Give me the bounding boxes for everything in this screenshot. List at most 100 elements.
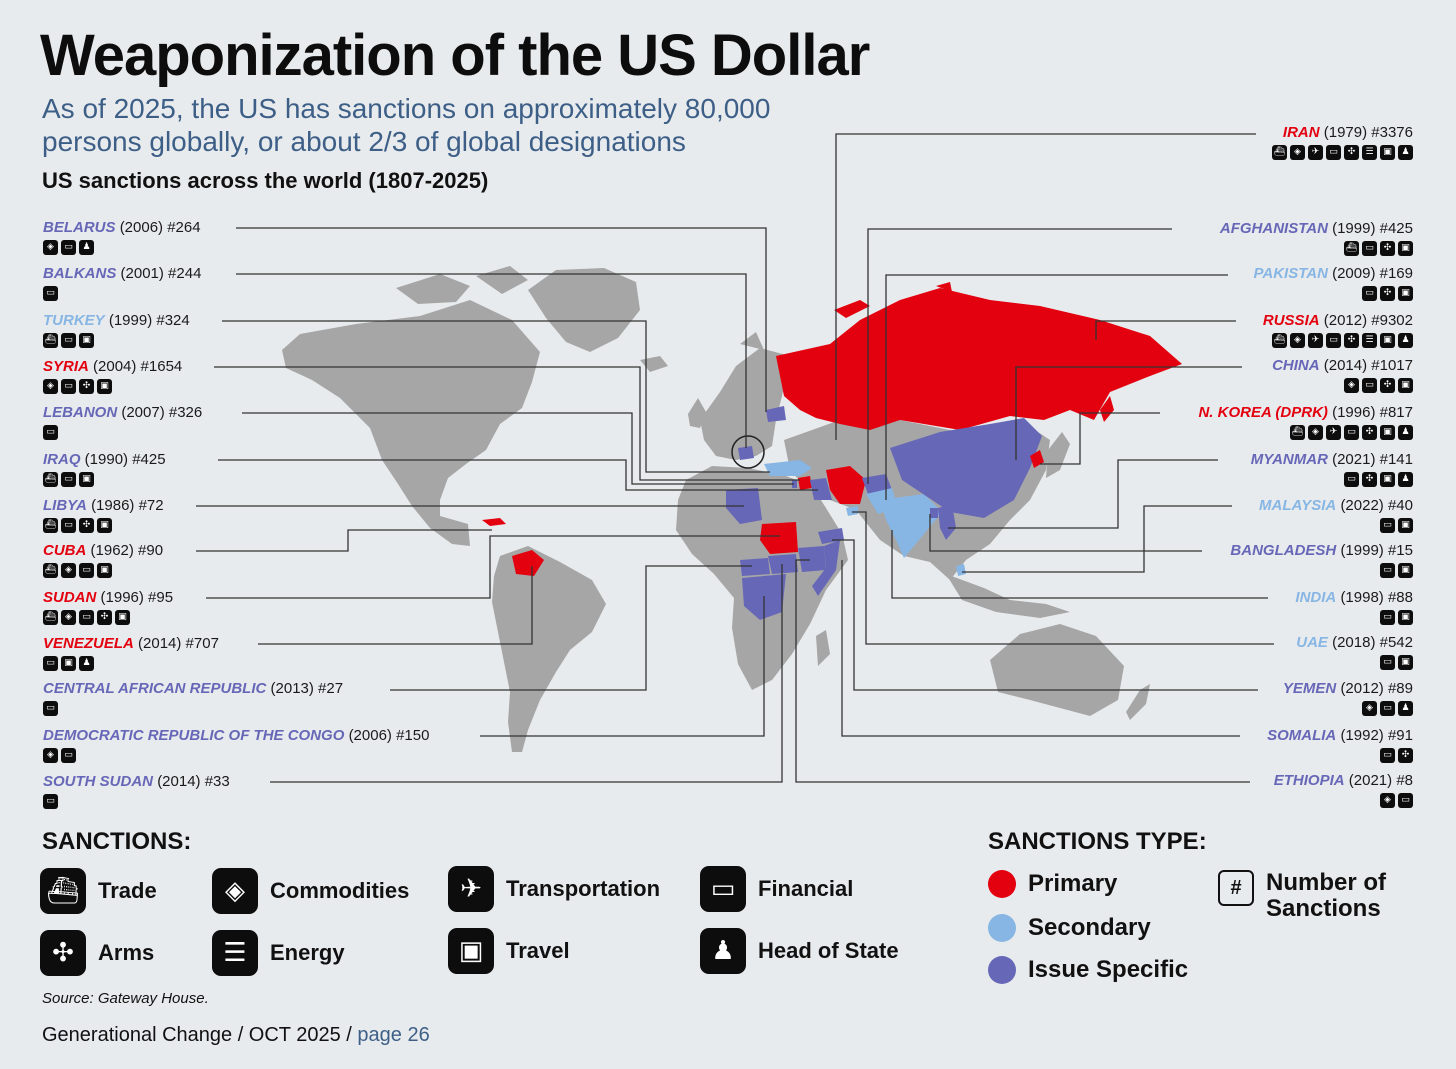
travel-icon: ▣: [79, 333, 94, 348]
country-entry: N. KOREA (DPRK) (1996) #817 ⛴ ◈ ✈ ▭ ✣ ▣ ♟: [973, 404, 1413, 440]
country-entry: CHINA (2014) #1017 ◈ ▭ ✣ ▣: [973, 357, 1413, 393]
travel-icon: ▣: [448, 928, 494, 974]
sudan-shape: [760, 522, 798, 554]
country-entry: BANGLADESH (1999) #15 ▭ ▣: [973, 542, 1413, 578]
country-entry: IRAN (1979) #3376 ⛴ ◈ ✈ ▭ ✣ ☰ ▣ ♟: [973, 124, 1413, 160]
head-of-state-icon: ♟: [79, 240, 94, 255]
commodities-icon: ◈: [1362, 701, 1377, 716]
sanction-count: #244: [168, 265, 202, 282]
legend-label: Energy: [270, 940, 345, 965]
leader-line-right-7: [962, 505, 1232, 573]
leader-line-left-7: [196, 529, 492, 552]
financial-icon: ▭: [1362, 241, 1377, 256]
financial-icon: ▭: [79, 563, 94, 578]
country-name: TURKEY: [43, 312, 105, 329]
travel-icon: ▣: [1398, 610, 1413, 625]
sanction-year: (2014): [138, 635, 182, 652]
sanction-icons: ◈ ▭: [43, 748, 483, 763]
financial-icon: ▭: [1380, 701, 1395, 716]
canadian-arctic: [396, 266, 528, 304]
country-name: BANGLADESH: [1230, 542, 1337, 559]
sanction-year: (1962): [90, 542, 134, 559]
legend-label: Commodities: [270, 878, 410, 903]
country-name: VENEZUELA: [43, 635, 134, 652]
sanction-year: (1990): [84, 451, 129, 468]
commodities-icon: ◈: [43, 379, 58, 394]
leader-line-left-8: [206, 535, 780, 599]
financial-icon: ▭: [79, 610, 94, 625]
energy-icon: ☰: [1362, 333, 1377, 348]
sanction-year: (1992): [1340, 727, 1384, 744]
leader-line-right-2: [885, 274, 1228, 500]
country-entry: PAKISTAN (2009) #169 ▭ ✣ ▣: [973, 265, 1413, 301]
sanction-count: #91: [1387, 727, 1413, 744]
financial-icon: ▭: [61, 518, 76, 533]
travel-icon: ▣: [1398, 241, 1413, 256]
sanction-icons: ⛴ ▭ ✣ ▣: [43, 518, 483, 533]
travel-icon: ▣: [1398, 655, 1413, 670]
trade-icon: ⛴: [43, 610, 58, 625]
source-note: Source: Gateway House.: [42, 990, 209, 1007]
sanction-icons: ◈ ▭ ✣ ▣: [43, 379, 483, 394]
type-item: Secondary: [988, 914, 1151, 942]
country-name: ETHIOPIA: [1273, 772, 1345, 789]
financial-icon: ▭: [43, 656, 58, 671]
arms-icon: ✣: [97, 610, 112, 625]
sanction-count: #707: [185, 635, 219, 652]
country-entry: SOMALIA (1992) #91 ▭ ✣: [973, 727, 1413, 763]
uae-shape: [846, 506, 858, 516]
travel-icon: ▣: [1380, 333, 1395, 348]
legend-item-arms: ✣ Arms: [40, 930, 154, 976]
section-heading: US sanctions across the world (1807-2025…: [42, 168, 489, 193]
sanction-year: (2021): [1348, 772, 1393, 789]
type-color-dot: [988, 956, 1016, 984]
country-name: MALAYSIA: [1259, 497, 1337, 514]
sanction-icons: ⛴ ◈ ✈ ▭ ✣ ▣ ♟: [973, 425, 1413, 440]
country-name: PAKISTAN: [1253, 265, 1328, 282]
commodities-icon: ◈: [1290, 145, 1305, 160]
myanmar-shape: [938, 504, 956, 540]
arms-icon: ✣: [40, 930, 86, 976]
sanction-year: (2014): [1323, 357, 1368, 374]
country-name: RUSSIA: [1262, 312, 1320, 329]
travel-icon: ▣: [1380, 425, 1395, 440]
russia-arctic-islands: [834, 282, 952, 318]
country-entry: VENEZUELA (2014) #707 ▭ ▣ ♟: [43, 635, 483, 671]
type-item: Issue Specific: [988, 956, 1188, 984]
sanctioned-countries: [482, 282, 1182, 620]
commodities-icon: ◈: [1290, 333, 1305, 348]
legend-label: Arms: [98, 940, 155, 965]
footer-page-number: page 26: [357, 1024, 430, 1046]
commodities-icon: ◈: [1380, 793, 1395, 808]
leader-line-right-4: [1015, 366, 1242, 460]
country-entry: ETHIOPIA (2021) #8 ◈ ▭: [973, 772, 1413, 808]
country-name: BALKANS: [43, 265, 117, 282]
syria-shape: [798, 476, 812, 490]
balkans-marker: [731, 435, 765, 469]
china-shape: [890, 418, 1042, 518]
sanction-icons: ▭ ✣ ▣: [973, 286, 1413, 301]
sanction-count: #3376: [1371, 124, 1413, 141]
sanction-icons: ▭ ▣: [973, 518, 1413, 533]
footer-publication: Generational Change / OCT 2025 /: [42, 1024, 358, 1046]
sanction-icons: ◈ ▭: [973, 793, 1413, 808]
type-label: Secondary: [1028, 914, 1151, 941]
country-entry: LIBYA (1986) #72 ⛴ ▭ ✣ ▣: [43, 497, 483, 533]
sanction-count: #542: [1379, 634, 1413, 651]
country-entry: RUSSIA (2012) #9302 ⛴ ◈ ✈ ▭ ✣ ☰ ▣ ♟: [973, 312, 1413, 348]
sanction-icons: ◈ ▭ ♟: [973, 701, 1413, 716]
number-symbol: #: [1218, 870, 1254, 906]
sanction-icons: ▭ ✣ ▣ ♟: [973, 472, 1413, 487]
sanction-count: #15: [1387, 542, 1413, 559]
sanction-year: (1996): [100, 589, 144, 606]
sanction-count: #33: [204, 773, 230, 790]
country-name: IRAQ: [43, 451, 81, 468]
trade-icon: ⛴: [1344, 241, 1359, 256]
country-name: UAE: [1296, 634, 1328, 651]
sanction-icons: ▭ ✣: [973, 748, 1413, 763]
country-entry: INDIA (1998) #88 ▭ ▣: [973, 589, 1413, 625]
head-of-state-icon: ♟: [700, 928, 746, 974]
sanction-year: (2006): [348, 727, 392, 744]
country-name: N. KOREA (DPRK): [1198, 404, 1328, 421]
country-entry: BELARUS (2006) #264 ◈ ▭ ♟: [43, 219, 483, 255]
